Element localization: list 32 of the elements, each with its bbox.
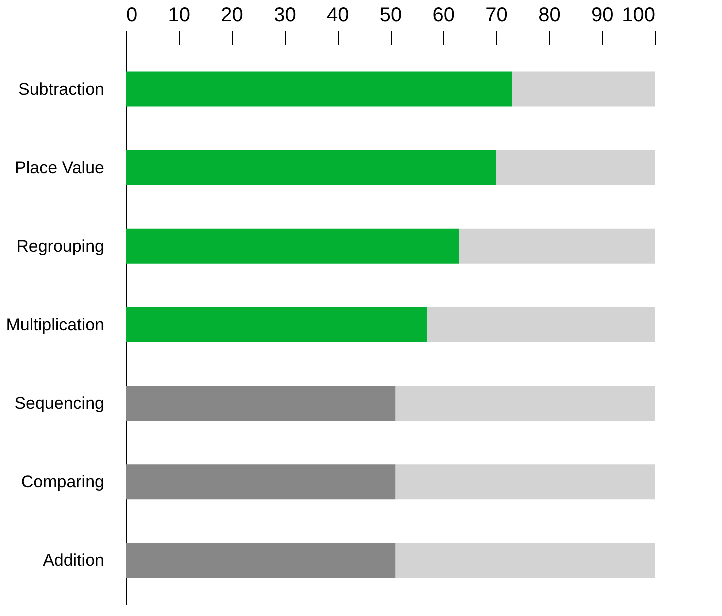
y-tick-label: Multiplication (6, 316, 104, 334)
y-tick-label: Sequencing (14, 394, 104, 414)
x-tick-label: 20 (221, 4, 244, 26)
bar (126, 386, 396, 422)
x-tick-label: 70 (486, 4, 508, 26)
x-tick-label: 60 (432, 4, 456, 26)
bar (126, 464, 396, 500)
x-tick-label: 50 (380, 4, 402, 26)
x-tick-label: 30 (274, 4, 296, 26)
bar (126, 72, 512, 107)
bar (126, 228, 460, 264)
bar (459, 228, 655, 264)
y-tick-label: Addition (43, 551, 104, 570)
x-tick-label: 100 (622, 4, 656, 26)
bar (496, 150, 655, 186)
bar (396, 464, 655, 500)
y-tick-label: Comparing (21, 472, 104, 492)
y-tick-label: Regrouping (16, 236, 104, 256)
bar (126, 150, 496, 186)
y-tick-label: Place Value (15, 158, 104, 178)
bar (396, 543, 655, 578)
bar (428, 308, 655, 342)
y-tick-label: Subtraction (18, 80, 104, 99)
bar (512, 72, 655, 107)
bar (126, 543, 396, 578)
x-tick-label: 0 (126, 4, 138, 26)
bar (396, 386, 655, 422)
x-tick-label: 10 (168, 4, 191, 26)
bar (126, 308, 428, 342)
x-tick-label: 80 (538, 4, 561, 26)
x-tick-label: 40 (326, 4, 350, 26)
x-tick-label: 90 (591, 4, 614, 26)
